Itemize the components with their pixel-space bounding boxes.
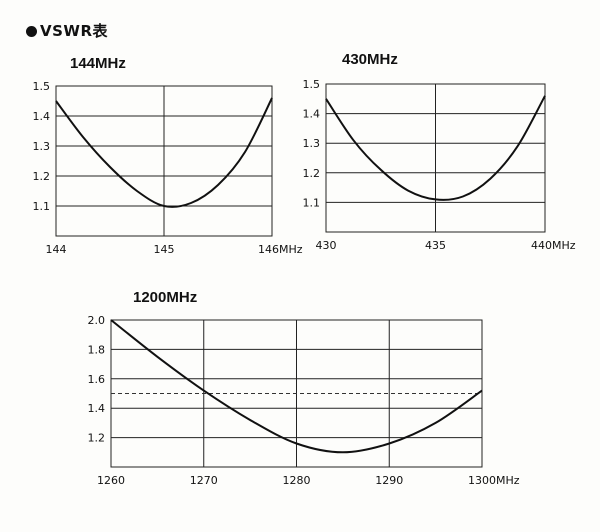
chart-title-1200: 1200MHz (133, 289, 198, 306)
c1200-vswr-curve (110, 319, 483, 454)
c430-y-tick-label: 1.5 (303, 78, 321, 91)
chart-title-430: 430MHz (342, 51, 398, 68)
c430-x-tick-label: 430 (316, 239, 337, 252)
c144-y-tick-label: 1.1 (33, 200, 51, 213)
c144-x-tick-label: 145 (154, 243, 175, 256)
c1200-y-tick-label: 1.4 (88, 402, 106, 415)
c430-y-tick-label: 1.3 (303, 137, 321, 150)
c1200-x-tick-label: 1290 (375, 474, 403, 487)
c430-frame (325, 83, 546, 233)
c430-vswr-curve (325, 95, 546, 201)
c1200-x-tick-label: 1280 (283, 474, 311, 487)
c1200-x-tick-label: 1300MHz (468, 474, 520, 487)
c144-y-tick-label: 1.4 (33, 110, 51, 123)
c144-x-tick-label: 146MHz (258, 243, 303, 256)
c144-y-tick-label: 1.3 (33, 140, 51, 153)
c1200-y-tick-label: 2.0 (88, 314, 106, 327)
c144-y-tick-label: 1.5 (33, 80, 51, 93)
c1200-y-tick-label: 1.8 (88, 343, 106, 356)
c430-x-tick-label: 440MHz (531, 239, 576, 252)
c430-y-tick-label: 1.2 (303, 167, 321, 180)
c144-frame (55, 85, 273, 237)
c144-vswr-curve (55, 97, 273, 208)
page-title-text: VSWR表 (40, 22, 109, 40)
c1200-x-tick-label: 1260 (97, 474, 125, 487)
c430-y-tick-label: 1.1 (303, 196, 321, 209)
c144-y-tick-label: 1.2 (33, 170, 51, 183)
c430-x-tick-label: 435 (425, 239, 446, 252)
page-title: VSWR表 (26, 20, 108, 41)
c1200-x-tick-label: 1270 (190, 474, 218, 487)
c1200-y-tick-label: 1.2 (88, 432, 106, 445)
chart-title-144: 144MHz (70, 55, 126, 72)
c430-y-tick-label: 1.4 (303, 108, 321, 121)
c144-x-tick-label: 144 (46, 243, 67, 256)
c1200-y-tick-label: 1.6 (88, 373, 106, 386)
bullet-icon (26, 26, 37, 37)
